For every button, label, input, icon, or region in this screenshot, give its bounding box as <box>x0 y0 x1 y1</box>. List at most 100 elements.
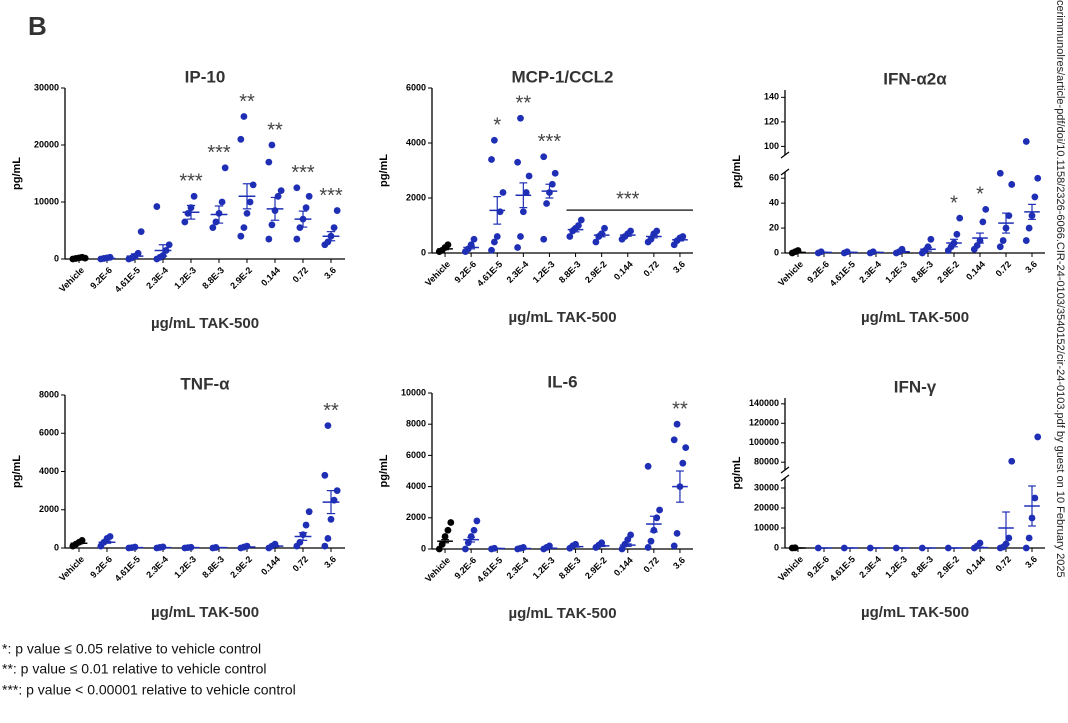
data-point <box>519 544 527 551</box>
data-point <box>330 224 338 232</box>
data-point <box>924 243 932 251</box>
y-tick-label: 20000 <box>34 139 59 149</box>
x-tick-label: 4.61E-5 <box>475 555 504 584</box>
data-point <box>240 224 248 232</box>
data-point <box>321 471 329 479</box>
x-tick-label: 1.2E-3 <box>531 259 557 285</box>
x-tick-label: 8.8E-3 <box>200 265 226 291</box>
data-point <box>999 237 1007 244</box>
data-point <box>670 542 678 550</box>
data-point <box>656 506 663 514</box>
data-point <box>525 172 533 180</box>
data-point <box>1005 212 1013 220</box>
x-tick-label: 2.9E-2 <box>583 259 609 285</box>
x-tick-label: 3.6 <box>1023 259 1039 275</box>
data-point <box>305 192 313 200</box>
data-point <box>218 198 226 206</box>
data-point <box>444 526 452 534</box>
x-tick-label: 0.72 <box>994 259 1013 278</box>
data-point <box>979 218 987 226</box>
data-point <box>243 210 251 217</box>
y-tick-label: 20000 <box>754 502 779 512</box>
x-axis-label: µg/mL TAK-500 <box>508 605 616 622</box>
y-tick-label: 4000 <box>406 137 426 147</box>
data-point <box>324 422 332 429</box>
data-point <box>1034 433 1042 441</box>
data-point <box>1022 138 1030 145</box>
y-tick-label: 40 <box>769 198 779 208</box>
x-tick-label: Vehicle <box>57 554 86 583</box>
x-tick-label: 2.3E-4 <box>857 554 883 580</box>
y-tick-label: 4000 <box>39 466 59 476</box>
data-point <box>644 544 652 551</box>
significance-label: * <box>950 192 958 214</box>
significance-label: * <box>493 115 501 137</box>
significance-label: ** <box>672 398 688 420</box>
x-tick-label: Vehicle <box>57 265 86 294</box>
x-tick-label: 2.9E-2 <box>228 265 254 291</box>
y-tick-label: 0 <box>54 253 59 263</box>
data-point <box>265 235 273 243</box>
data-point <box>1025 534 1033 542</box>
data-point <box>514 244 522 251</box>
x-tick-label: Vehicle <box>423 259 452 288</box>
y-tick-label: 2000 <box>406 512 426 522</box>
x-tick-label: 8.8E-3 <box>909 259 935 285</box>
data-point <box>237 135 245 143</box>
x-tick-label: 2.3E-4 <box>505 555 531 581</box>
chart-title: IFN-α2α <box>883 69 947 88</box>
x-tick-label: 4.61E-5 <box>113 265 142 294</box>
x-axis-label: µg/mL TAK-500 <box>861 309 969 326</box>
data-point <box>237 232 245 240</box>
data-point <box>265 158 273 166</box>
data-point <box>540 235 548 243</box>
x-tick-label: 0.72 <box>994 554 1013 573</box>
data-point <box>137 228 145 236</box>
x-tick-label: 0.144 <box>964 259 987 282</box>
y-tick-label: 10000 <box>34 196 59 206</box>
data-point <box>927 235 935 243</box>
y-tick-label: 140 <box>764 92 779 102</box>
x-tick-label: 1.2E-3 <box>531 555 557 581</box>
axis-break <box>780 151 790 159</box>
x-tick-label: 4.61E-5 <box>828 259 857 288</box>
x-tick-label: 2.3E-4 <box>144 265 170 291</box>
data-point <box>1025 224 1033 232</box>
data-point <box>246 198 254 206</box>
x-tick-label: 1.2E-3 <box>883 554 909 580</box>
x-tick-label: Vehicle <box>423 555 452 584</box>
y-tick-label: 6000 <box>406 450 426 460</box>
y-tick-label: 80000 <box>754 457 779 467</box>
data-point <box>682 444 690 451</box>
data-point <box>522 189 530 196</box>
x-tick-label: 2.9E-2 <box>228 554 254 580</box>
data-point <box>243 542 251 550</box>
y-tick-label: 30000 <box>754 482 779 492</box>
y-axis-label: pg/mL <box>378 454 390 487</box>
x-tick-label: Vehicle <box>776 554 805 583</box>
data-point <box>159 543 167 551</box>
y-tick-label: 30000 <box>34 82 59 92</box>
data-point <box>1022 544 1030 552</box>
y-tick-label: 100 <box>764 141 779 151</box>
x-tick-label: 1.2E-3 <box>172 265 198 291</box>
data-point <box>996 243 1004 251</box>
data-point <box>1008 457 1016 465</box>
data-point <box>540 153 548 161</box>
significance-label: ** <box>323 400 339 422</box>
significance-label: *** <box>319 185 343 207</box>
y-tick-label: 4000 <box>406 481 426 491</box>
chart-title: IP-10 <box>185 67 226 86</box>
data-point <box>488 156 495 163</box>
data-point <box>673 420 681 428</box>
x-tick-label: 4.61E-5 <box>828 554 857 583</box>
significance-label: *** <box>538 131 562 153</box>
x-tick-label: 9.2E-6 <box>88 554 114 580</box>
y-axis-label: pg/mL <box>378 154 390 187</box>
y-tick-label: 0 <box>421 247 426 257</box>
x-axis-label: µg/mL TAK-500 <box>151 315 259 332</box>
significance-label: * <box>976 184 984 206</box>
x-tick-label: 8.8E-3 <box>557 259 583 285</box>
axis-break <box>780 474 790 482</box>
